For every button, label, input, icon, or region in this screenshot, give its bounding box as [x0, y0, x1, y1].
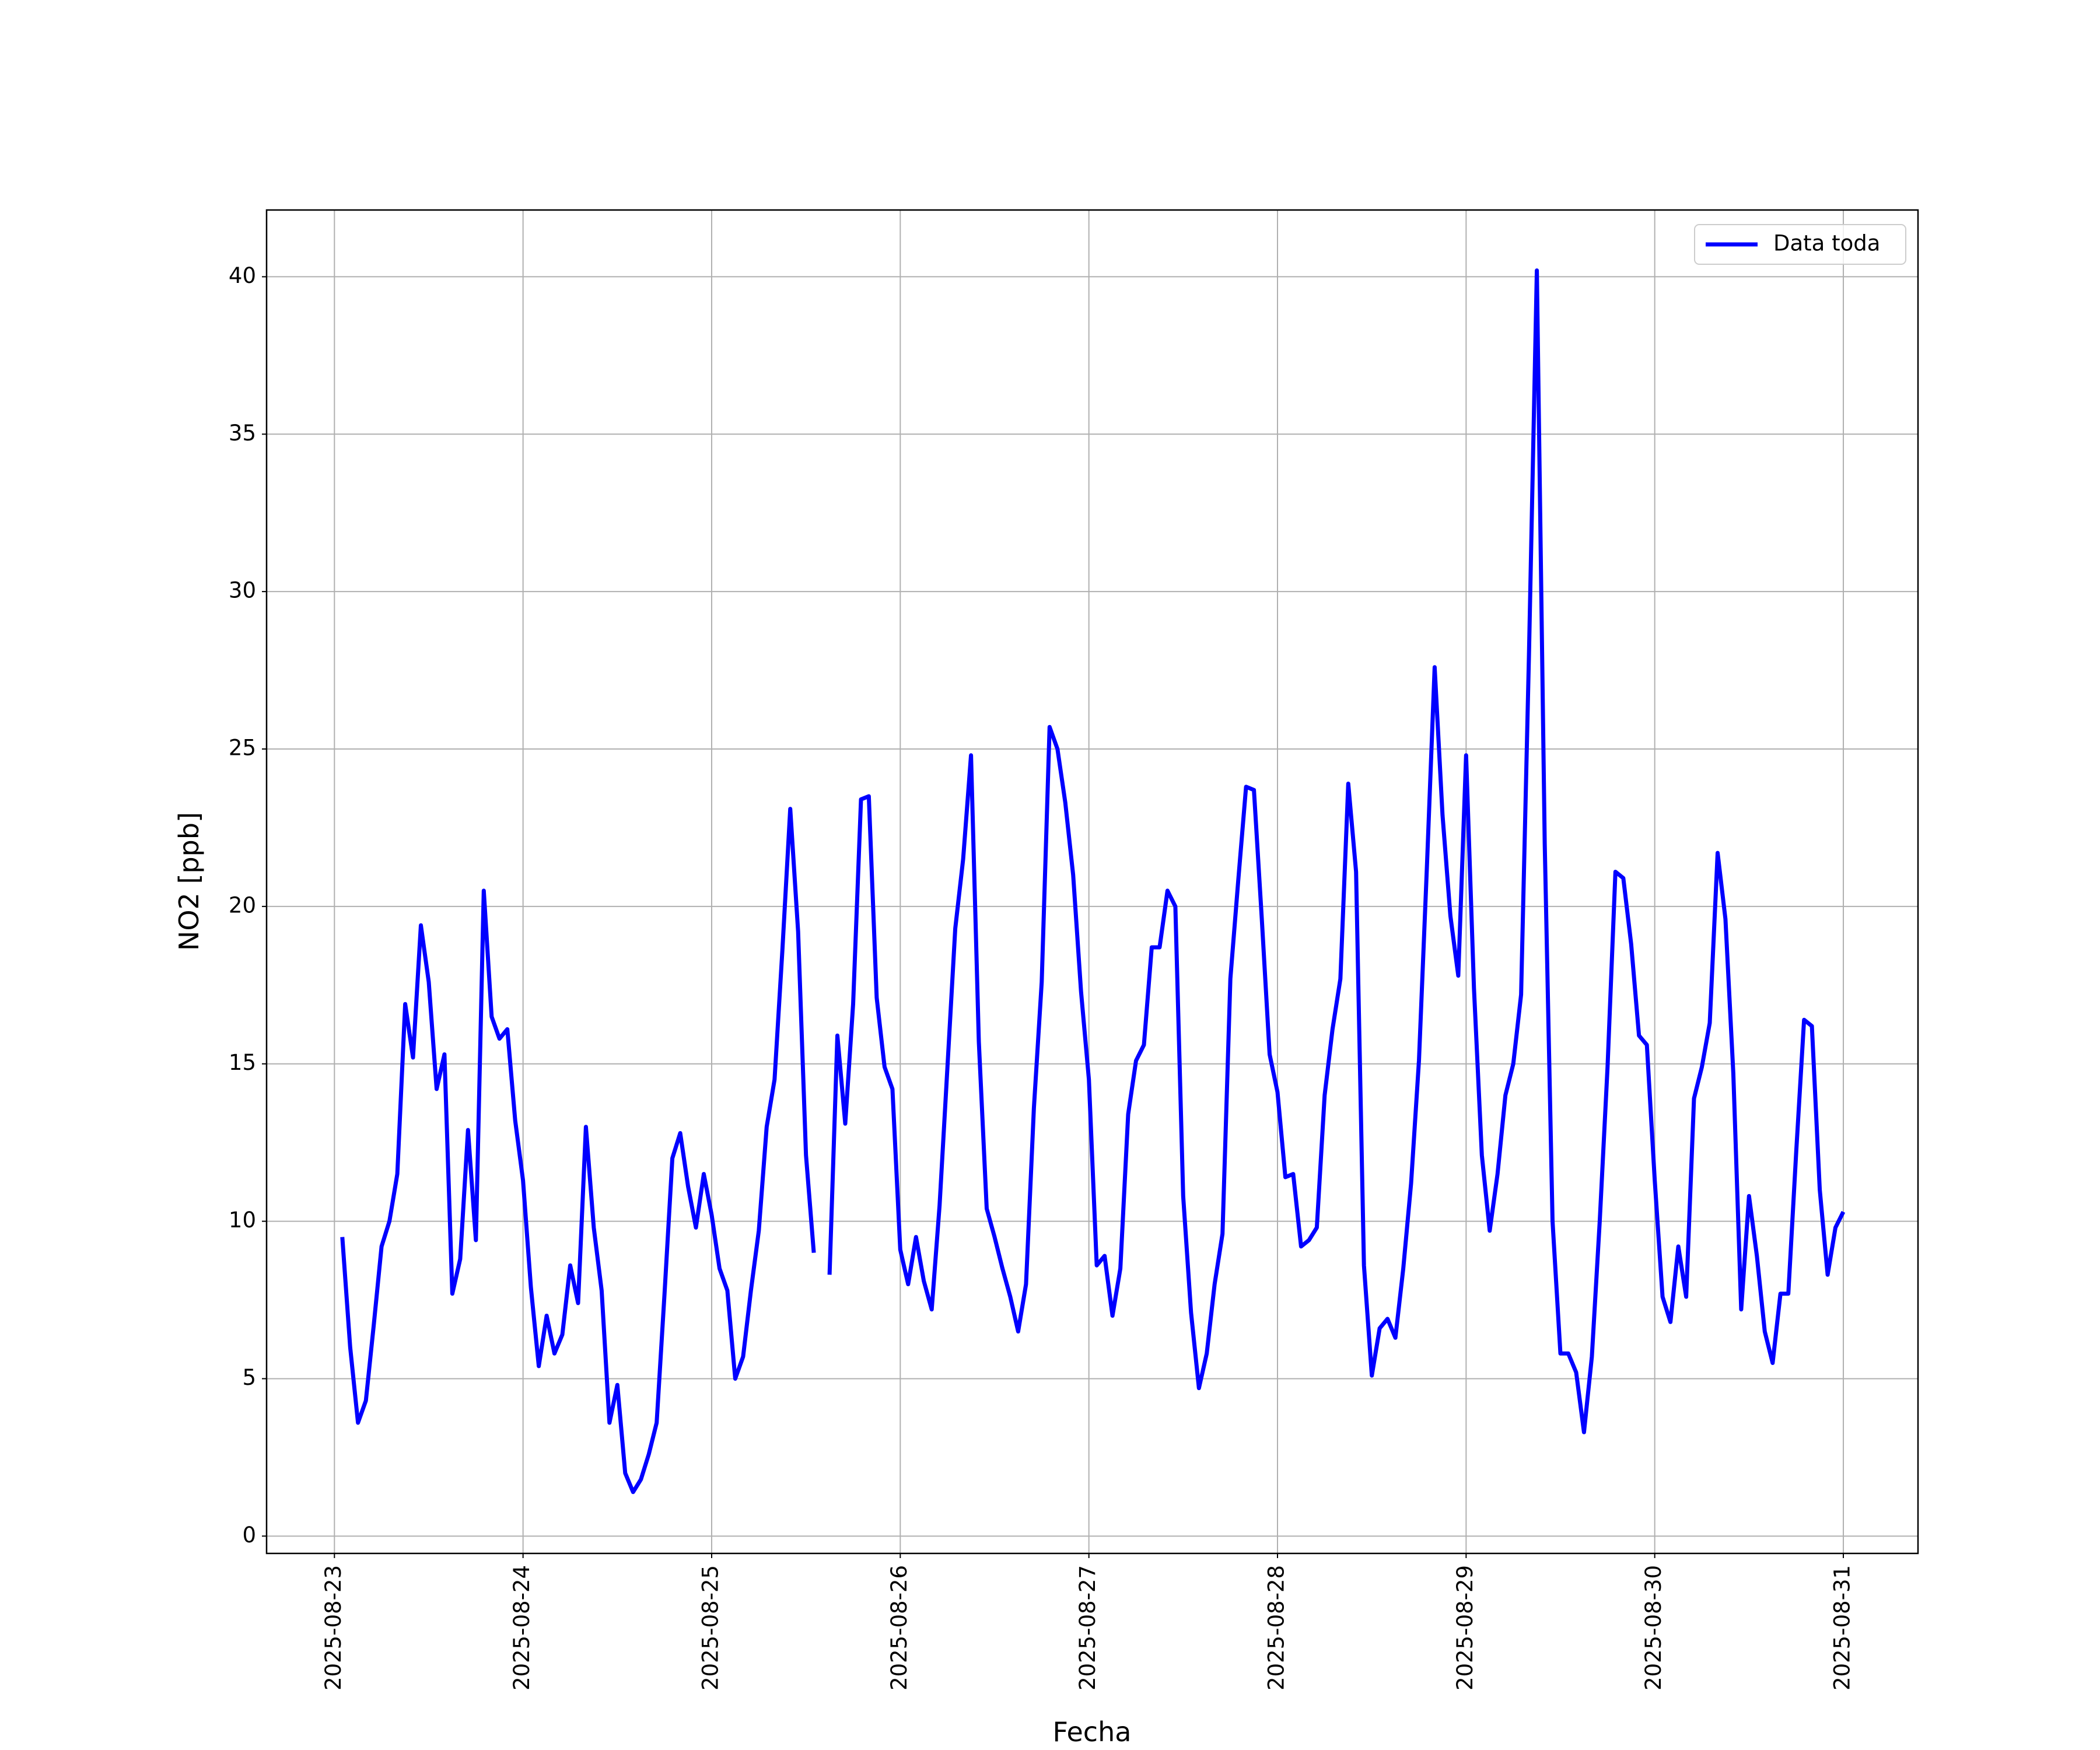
x-tick-label: 2025-08-23 [321, 1565, 346, 1690]
y-tick-label: 30 [229, 578, 256, 603]
data-line [340, 268, 1846, 1494]
x-tick-label: 2025-08-24 [509, 1565, 534, 1690]
x-tick-label: 2025-08-29 [1452, 1565, 1478, 1690]
x-tick-label: 2025-08-30 [1641, 1565, 1666, 1690]
x-tick-label: 2025-08-31 [1830, 1565, 1855, 1690]
legend-box [1694, 224, 1906, 265]
x-tick-label: 2025-08-26 [887, 1565, 912, 1690]
y-tick-label: 25 [229, 736, 256, 761]
x-tick-label: 2025-08-25 [698, 1565, 723, 1690]
plot-frame [265, 209, 1919, 1555]
y-tick-label: 35 [229, 421, 256, 446]
legend-label: Data toda [1773, 231, 1880, 256]
y-tick-label: 15 [229, 1050, 256, 1075]
x-tick-label: 2025-08-28 [1264, 1565, 1289, 1690]
y-tick-label: 5 [242, 1365, 256, 1390]
y-tick-label: 10 [229, 1208, 256, 1233]
x-axis-label: Fecha [1053, 1716, 1132, 1748]
y-tick-label: 40 [229, 263, 256, 288]
y-tick-label: 0 [242, 1522, 256, 1548]
y-axis-label: NO2 [ppb] [173, 812, 205, 951]
x-tick-label: 2025-08-27 [1075, 1565, 1100, 1690]
y-tick-label: 20 [229, 892, 256, 918]
